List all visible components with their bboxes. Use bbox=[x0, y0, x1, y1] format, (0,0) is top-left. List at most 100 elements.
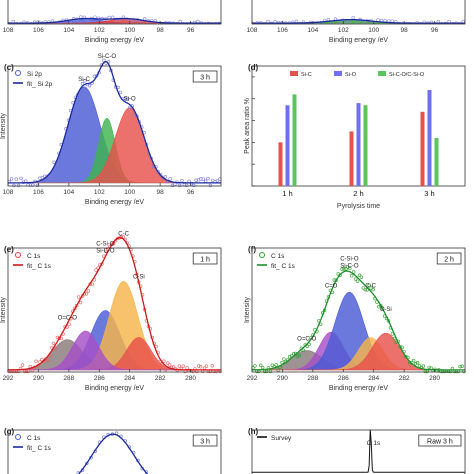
plot-frame bbox=[251, 429, 466, 474]
data-point bbox=[31, 183, 35, 187]
time-badge bbox=[418, 434, 462, 447]
data-point bbox=[367, 283, 371, 288]
data-point bbox=[85, 461, 89, 466]
data-point bbox=[208, 183, 213, 188]
y-axis-label: Intensity bbox=[244, 296, 251, 323]
time-badge-text: Raw 3 h bbox=[427, 439, 453, 446]
data-point bbox=[198, 365, 203, 369]
time-badge bbox=[192, 434, 218, 447]
panel-label: (h) bbox=[248, 427, 259, 436]
peak-label: O=C-O bbox=[58, 315, 78, 321]
data-point bbox=[24, 179, 28, 183]
data-point bbox=[51, 341, 56, 346]
data-point bbox=[173, 182, 177, 186]
time-badge-text: 3 h bbox=[200, 439, 210, 446]
x-tick-label: 284 bbox=[124, 375, 135, 382]
time-badge bbox=[192, 70, 218, 83]
bar bbox=[349, 131, 354, 186]
data-point bbox=[184, 183, 189, 188]
y-axis-label: Intensity bbox=[0, 112, 7, 139]
panel-label: (c) bbox=[4, 63, 14, 72]
data-point bbox=[11, 19, 16, 24]
data-point bbox=[185, 366, 189, 370]
data-point bbox=[301, 348, 306, 353]
x-tick-label: 96 bbox=[187, 27, 195, 34]
data-point bbox=[355, 279, 360, 283]
data-point bbox=[206, 176, 210, 181]
data-point bbox=[40, 357, 44, 362]
data-point bbox=[189, 181, 194, 186]
data-point bbox=[421, 364, 426, 368]
data-point bbox=[183, 369, 187, 374]
fit-envelope bbox=[7, 237, 221, 371]
peak-label: Si-C-O bbox=[340, 264, 359, 270]
spectrum-g bbox=[76, 431, 149, 474]
peak-label: C-Si-O bbox=[340, 257, 359, 263]
data-point bbox=[47, 176, 52, 180]
data-point bbox=[344, 267, 348, 271]
legend-entry: C 1s bbox=[271, 253, 285, 260]
x-tick-label: 100 bbox=[124, 27, 135, 34]
x-tick-label: 104 bbox=[307, 27, 318, 34]
data-point bbox=[161, 175, 165, 180]
data-point bbox=[87, 83, 92, 88]
fit-envelope bbox=[252, 18, 465, 24]
data-point bbox=[166, 361, 170, 365]
data-point bbox=[460, 364, 464, 368]
fit-envelope bbox=[8, 17, 221, 24]
x-tick-label: 280 bbox=[429, 375, 440, 382]
spectrum-top-left bbox=[8, 15, 221, 24]
data-point bbox=[180, 178, 184, 183]
data-point bbox=[125, 97, 130, 101]
x-tick-label: 98 bbox=[157, 189, 165, 196]
data-point bbox=[177, 183, 182, 188]
data-point bbox=[425, 369, 429, 374]
data-point bbox=[78, 300, 83, 305]
x-axis-label: Binding energy /eV bbox=[85, 385, 144, 392]
data-point bbox=[94, 268, 98, 272]
data-point bbox=[259, 363, 263, 367]
x-tick-label: 96 bbox=[187, 189, 195, 196]
x-tick-label: 104 bbox=[63, 27, 74, 34]
data-point bbox=[156, 170, 160, 174]
x-tick-label: 284 bbox=[368, 375, 379, 382]
legend-entry: fit_ C 1s bbox=[271, 263, 296, 270]
data-point bbox=[294, 19, 299, 23]
peak-label: Si-C-O bbox=[96, 249, 115, 255]
peak-label: C-Si-O bbox=[96, 242, 115, 248]
x-tick-label: 282 bbox=[399, 375, 410, 382]
legend-entry: Si-C-O/C-Si-O bbox=[389, 72, 425, 78]
data-point bbox=[211, 178, 215, 183]
data-point bbox=[276, 368, 280, 372]
data-point bbox=[104, 249, 108, 253]
data-point bbox=[192, 183, 196, 188]
panel-label: (e) bbox=[4, 245, 14, 254]
data-point bbox=[199, 177, 203, 181]
bar bbox=[278, 142, 283, 186]
spectrum-f bbox=[251, 265, 466, 374]
bar bbox=[292, 94, 297, 186]
x-tick-label: 288 bbox=[307, 375, 318, 382]
bar bbox=[285, 105, 290, 186]
bar bbox=[434, 138, 439, 186]
data-point bbox=[253, 364, 257, 368]
time-badge-text: 1 h bbox=[200, 257, 210, 264]
peak-label: C-Si bbox=[380, 307, 392, 313]
data-point bbox=[24, 369, 29, 374]
panel-label: (g) bbox=[4, 427, 15, 436]
data-point bbox=[34, 359, 38, 364]
data-point bbox=[260, 365, 265, 370]
x-tick-label: 108 bbox=[3, 189, 14, 196]
x-axis-label: Binding energy /eV bbox=[85, 199, 144, 206]
component-peak bbox=[8, 107, 221, 184]
legend-marker bbox=[15, 252, 21, 258]
data-point bbox=[371, 287, 375, 292]
time-badge bbox=[436, 252, 462, 265]
data-point bbox=[268, 369, 273, 374]
peak-label: O 1s bbox=[367, 440, 381, 447]
category-label: 1 h bbox=[282, 189, 292, 198]
data-point bbox=[288, 354, 292, 359]
y-axis-label: Intensity bbox=[0, 296, 7, 323]
data-point bbox=[359, 275, 364, 279]
